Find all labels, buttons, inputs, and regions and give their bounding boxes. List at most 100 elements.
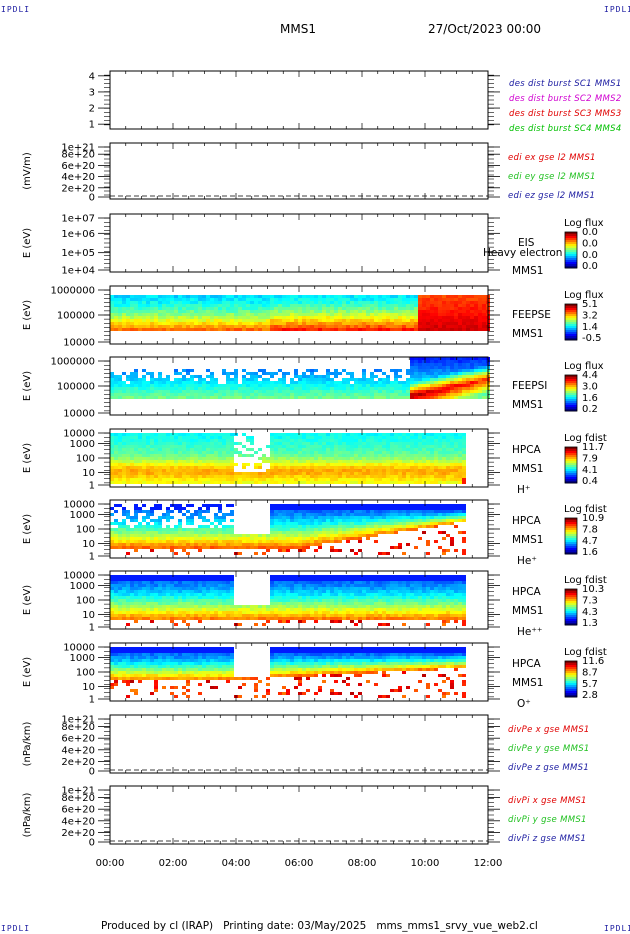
y-tick-label: 0	[89, 193, 95, 204]
instrument-label: HPCA	[512, 444, 542, 456]
mission-title: MMS1	[280, 22, 316, 36]
y-tick-label: 1	[89, 695, 95, 706]
y-tick-label: 1e+21	[61, 143, 95, 154]
spectrogram-cells	[110, 295, 490, 331]
y-axis-label: E (eV)	[22, 371, 33, 401]
spectrogram-cells	[110, 647, 466, 698]
colorbar-tick-label: 0.0	[582, 238, 598, 249]
y-tick-label: 1	[89, 481, 95, 492]
y-tick-label: 8e+20	[61, 150, 95, 161]
spacecraft-label: MMS1	[512, 328, 543, 340]
spectrogram-cells	[110, 504, 466, 555]
colorbar-tick-label: 4.7	[582, 536, 598, 547]
colorbar-tick-label: 8.7	[582, 667, 598, 678]
colorbar-tick-label: 4.1	[582, 465, 598, 476]
footer-produced-by: Produced by cl (IRAP)	[101, 920, 214, 932]
colorbar-2	[564, 231, 578, 269]
colorbar-tick-label: 3.2	[582, 310, 598, 321]
y-tick-label: 1e+06	[61, 229, 95, 240]
colorbar-tick-label: 5.7	[582, 679, 598, 690]
x-tick-label: 00:00	[96, 858, 125, 869]
colorbar-7	[564, 588, 578, 626]
y-tick-label: 1000	[70, 439, 95, 450]
colorbar-title: Log flux	[564, 361, 604, 372]
instrument-label: HPCA	[512, 586, 542, 598]
y-axis-label: E (eV)	[22, 443, 33, 473]
y-tick-label: 2e+20	[61, 828, 95, 839]
legend-entry: des dist burst SC1 MMS1	[509, 79, 622, 89]
colorbar-8	[564, 660, 578, 698]
y-tick-label: 6e+20	[61, 161, 95, 172]
colorbar-tick-label: 5.1	[582, 299, 598, 310]
spectrogram-cells	[110, 433, 466, 484]
y-tick-label: 2e+20	[61, 757, 95, 768]
y-tick-label: 1e+21	[61, 715, 95, 726]
instrument-label: FEEPSI	[512, 380, 547, 392]
footer-printing-date: Printing date: 03/May/2025	[223, 920, 367, 932]
y-tick-label: 4	[89, 71, 95, 82]
corner-label-top-right: IPDLI	[604, 5, 630, 14]
corner-label-bottom-left: IPDLI	[1, 924, 31, 933]
y-tick-label: 1000	[70, 653, 95, 664]
spectrogram-cells	[110, 357, 490, 399]
y-tick-label: 0	[89, 767, 95, 778]
y-tick-label: 100	[76, 596, 95, 607]
instrument-label: EIS	[518, 237, 535, 249]
y-tick-label: 1	[89, 623, 95, 634]
colorbar-tick-label: 1.4	[582, 322, 598, 333]
y-tick-label: 1000000	[50, 286, 95, 297]
x-tick-label: 06:00	[285, 858, 314, 869]
plot-datetime: 27/Oct/2023 00:00	[428, 22, 542, 36]
colorbar-tick-label: 11.6	[582, 656, 604, 667]
y-tick-label: 100000	[57, 311, 95, 322]
legend-entry: divPi x gse MMS1	[508, 796, 587, 806]
y-tick-label: 3	[89, 87, 95, 98]
colorbar-tick-label: 3.0	[582, 381, 598, 392]
x-tick-label: 08:00	[348, 858, 377, 869]
spacecraft-label: MMS1	[512, 265, 543, 277]
y-axis-label: E (eV)	[22, 657, 33, 687]
colorbar-3	[564, 303, 578, 341]
legend-entry: divPi z gse MMS1	[508, 834, 586, 844]
y-axis-label: (nPa/km)	[22, 722, 33, 767]
y-axis-label: (nPa/km)	[22, 793, 33, 838]
corner-label-top-left: IPDLI	[1, 5, 31, 14]
colorbar-tick-label: 7.9	[582, 453, 598, 464]
colorbar-tick-label: 10.3	[582, 584, 604, 595]
spacecraft-label: MMS1	[512, 677, 543, 689]
species-label: He⁺⁺	[517, 626, 542, 638]
colorbar-tick-label: 4.3	[582, 607, 598, 618]
y-axis-label: E (eV)	[22, 585, 33, 615]
y-axis-label: E (eV)	[22, 228, 33, 258]
y-tick-label: 1000	[70, 581, 95, 592]
colorbar-title: Log flux	[564, 290, 604, 301]
colorbar-title: Log flux	[564, 218, 604, 229]
y-tick-label: 100	[76, 668, 95, 679]
y-tick-label: 10	[82, 539, 95, 550]
colorbar-tick-label: 4.4	[582, 370, 598, 381]
legend-entry: edi ex gse l2 MMS1	[508, 153, 596, 163]
y-tick-label: 10	[82, 468, 95, 479]
spacecraft-label: MMS1	[512, 605, 543, 617]
species-label: He⁺	[517, 555, 537, 567]
y-tick-label: 10000	[63, 643, 95, 654]
corner-label-bottom-right: IPDLI	[604, 924, 630, 933]
y-tick-label: 1e+07	[61, 214, 95, 225]
x-tick-label: 12:00	[474, 858, 503, 869]
colorbar-tick-label: 7.8	[582, 524, 598, 535]
colorbar-tick-label: 1.3	[582, 618, 598, 629]
y-tick-label: 100	[76, 525, 95, 536]
x-tick-label: 02:00	[159, 858, 188, 869]
y-tick-label: 4e+20	[61, 745, 95, 756]
instrument-label: HPCA	[512, 658, 542, 670]
colorbar-tick-label: 1.6	[582, 393, 598, 404]
y-tick-label: 4e+20	[61, 172, 95, 183]
instrument-label: FEEPSE	[512, 309, 551, 321]
colorbar-tick-label: 2.8	[582, 690, 598, 701]
overlay-label: Heavy electron to	[483, 247, 576, 259]
y-tick-label: 1e+04	[61, 266, 95, 277]
y-tick-label: 6e+20	[61, 805, 95, 816]
y-tick-label: 0	[89, 838, 95, 849]
y-axis-label: (mV/m)	[22, 152, 33, 190]
